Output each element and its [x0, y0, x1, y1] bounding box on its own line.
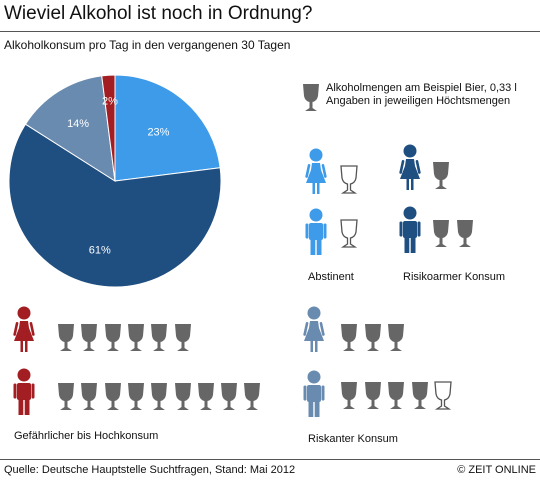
beer-glass-icon	[411, 382, 428, 409]
beer-glass-icon	[364, 324, 381, 351]
beer-glass-icon	[364, 382, 381, 409]
group-label-risikoarm: Risikoarmer Konsum	[403, 271, 506, 283]
beer-glass-icon	[433, 220, 449, 247]
beer-glass-icon	[341, 382, 357, 409]
pie-slice-3	[24, 75, 116, 182]
brand-credit: © ZEIT ONLINE	[457, 464, 536, 476]
beer-glass-icon	[388, 382, 404, 409]
beer-glass-icon	[303, 84, 319, 111]
beer-glass-icon	[244, 383, 261, 410]
pie-label-3: 14%	[67, 118, 89, 130]
beer-glass-icon	[341, 324, 357, 351]
male-person-icon	[303, 370, 325, 417]
beer-glass-icon	[388, 324, 404, 351]
legend-text: Alkoholmengen am Beispiel Bier, 0,33 l A…	[326, 82, 517, 108]
pie-label-4: 2%	[102, 96, 118, 108]
pie-slice-1	[114, 74, 221, 182]
beer-glass-icon	[127, 383, 144, 410]
pie-slice-4	[101, 74, 116, 182]
beer-glass-icon	[151, 324, 168, 351]
beer-glass-icon	[433, 162, 449, 189]
beer-glass-icon	[340, 219, 358, 248]
chart-title: Wieviel Alkohol ist noch in Ordnung?	[4, 3, 313, 24]
beer-glass-icon	[174, 383, 191, 410]
pie-label-1: 23%	[147, 127, 169, 139]
title-divider	[0, 31, 540, 32]
male-person-icon	[399, 206, 421, 253]
pie-chart: 23% 61% 14% 2%	[8, 74, 222, 288]
beer-glass-icon	[174, 324, 191, 351]
beer-glass-icon	[457, 220, 473, 247]
group-label-gefaehrlich: Gefährlicher bis Hochkonsum	[14, 430, 159, 442]
group-label-abstinent: Abstinent	[308, 271, 354, 283]
pie-label-2: 61%	[89, 244, 111, 256]
beer-glass-icon	[434, 381, 452, 410]
beer-glass-icon	[81, 383, 98, 410]
pie-slice-2	[8, 123, 222, 288]
legend-line-1: Alkoholmengen am Beispiel Bier, 0,33 l	[326, 82, 517, 94]
source-note: Quelle: Deutsche Hauptstelle Suchtfragen…	[4, 464, 296, 476]
beer-glass-icon	[151, 383, 168, 410]
female-person-icon	[305, 148, 327, 194]
beer-glass-icon	[58, 324, 74, 351]
male-person-icon	[13, 368, 35, 415]
beer-glass-icon	[104, 324, 121, 351]
beer-glass-icon	[221, 383, 238, 410]
beer-glass-icon	[340, 165, 358, 194]
group-label-riskant: Riskanter Konsum	[308, 433, 398, 445]
chart-subtitle: Alkoholkonsum pro Tag in den vergangenen…	[4, 38, 291, 52]
female-person-icon	[303, 306, 325, 352]
female-person-icon	[13, 306, 35, 352]
beer-glass-icon	[81, 324, 98, 351]
male-person-icon	[305, 208, 327, 255]
female-person-icon	[399, 144, 421, 190]
beer-glass-icon	[58, 383, 74, 410]
beer-glass-icon	[104, 383, 121, 410]
footer-divider	[0, 459, 540, 460]
beer-glass-icon	[197, 383, 214, 410]
beer-glass-icon	[127, 324, 144, 351]
legend-line-2: Angaben in jeweiligen Höchtsmengen	[326, 95, 511, 107]
